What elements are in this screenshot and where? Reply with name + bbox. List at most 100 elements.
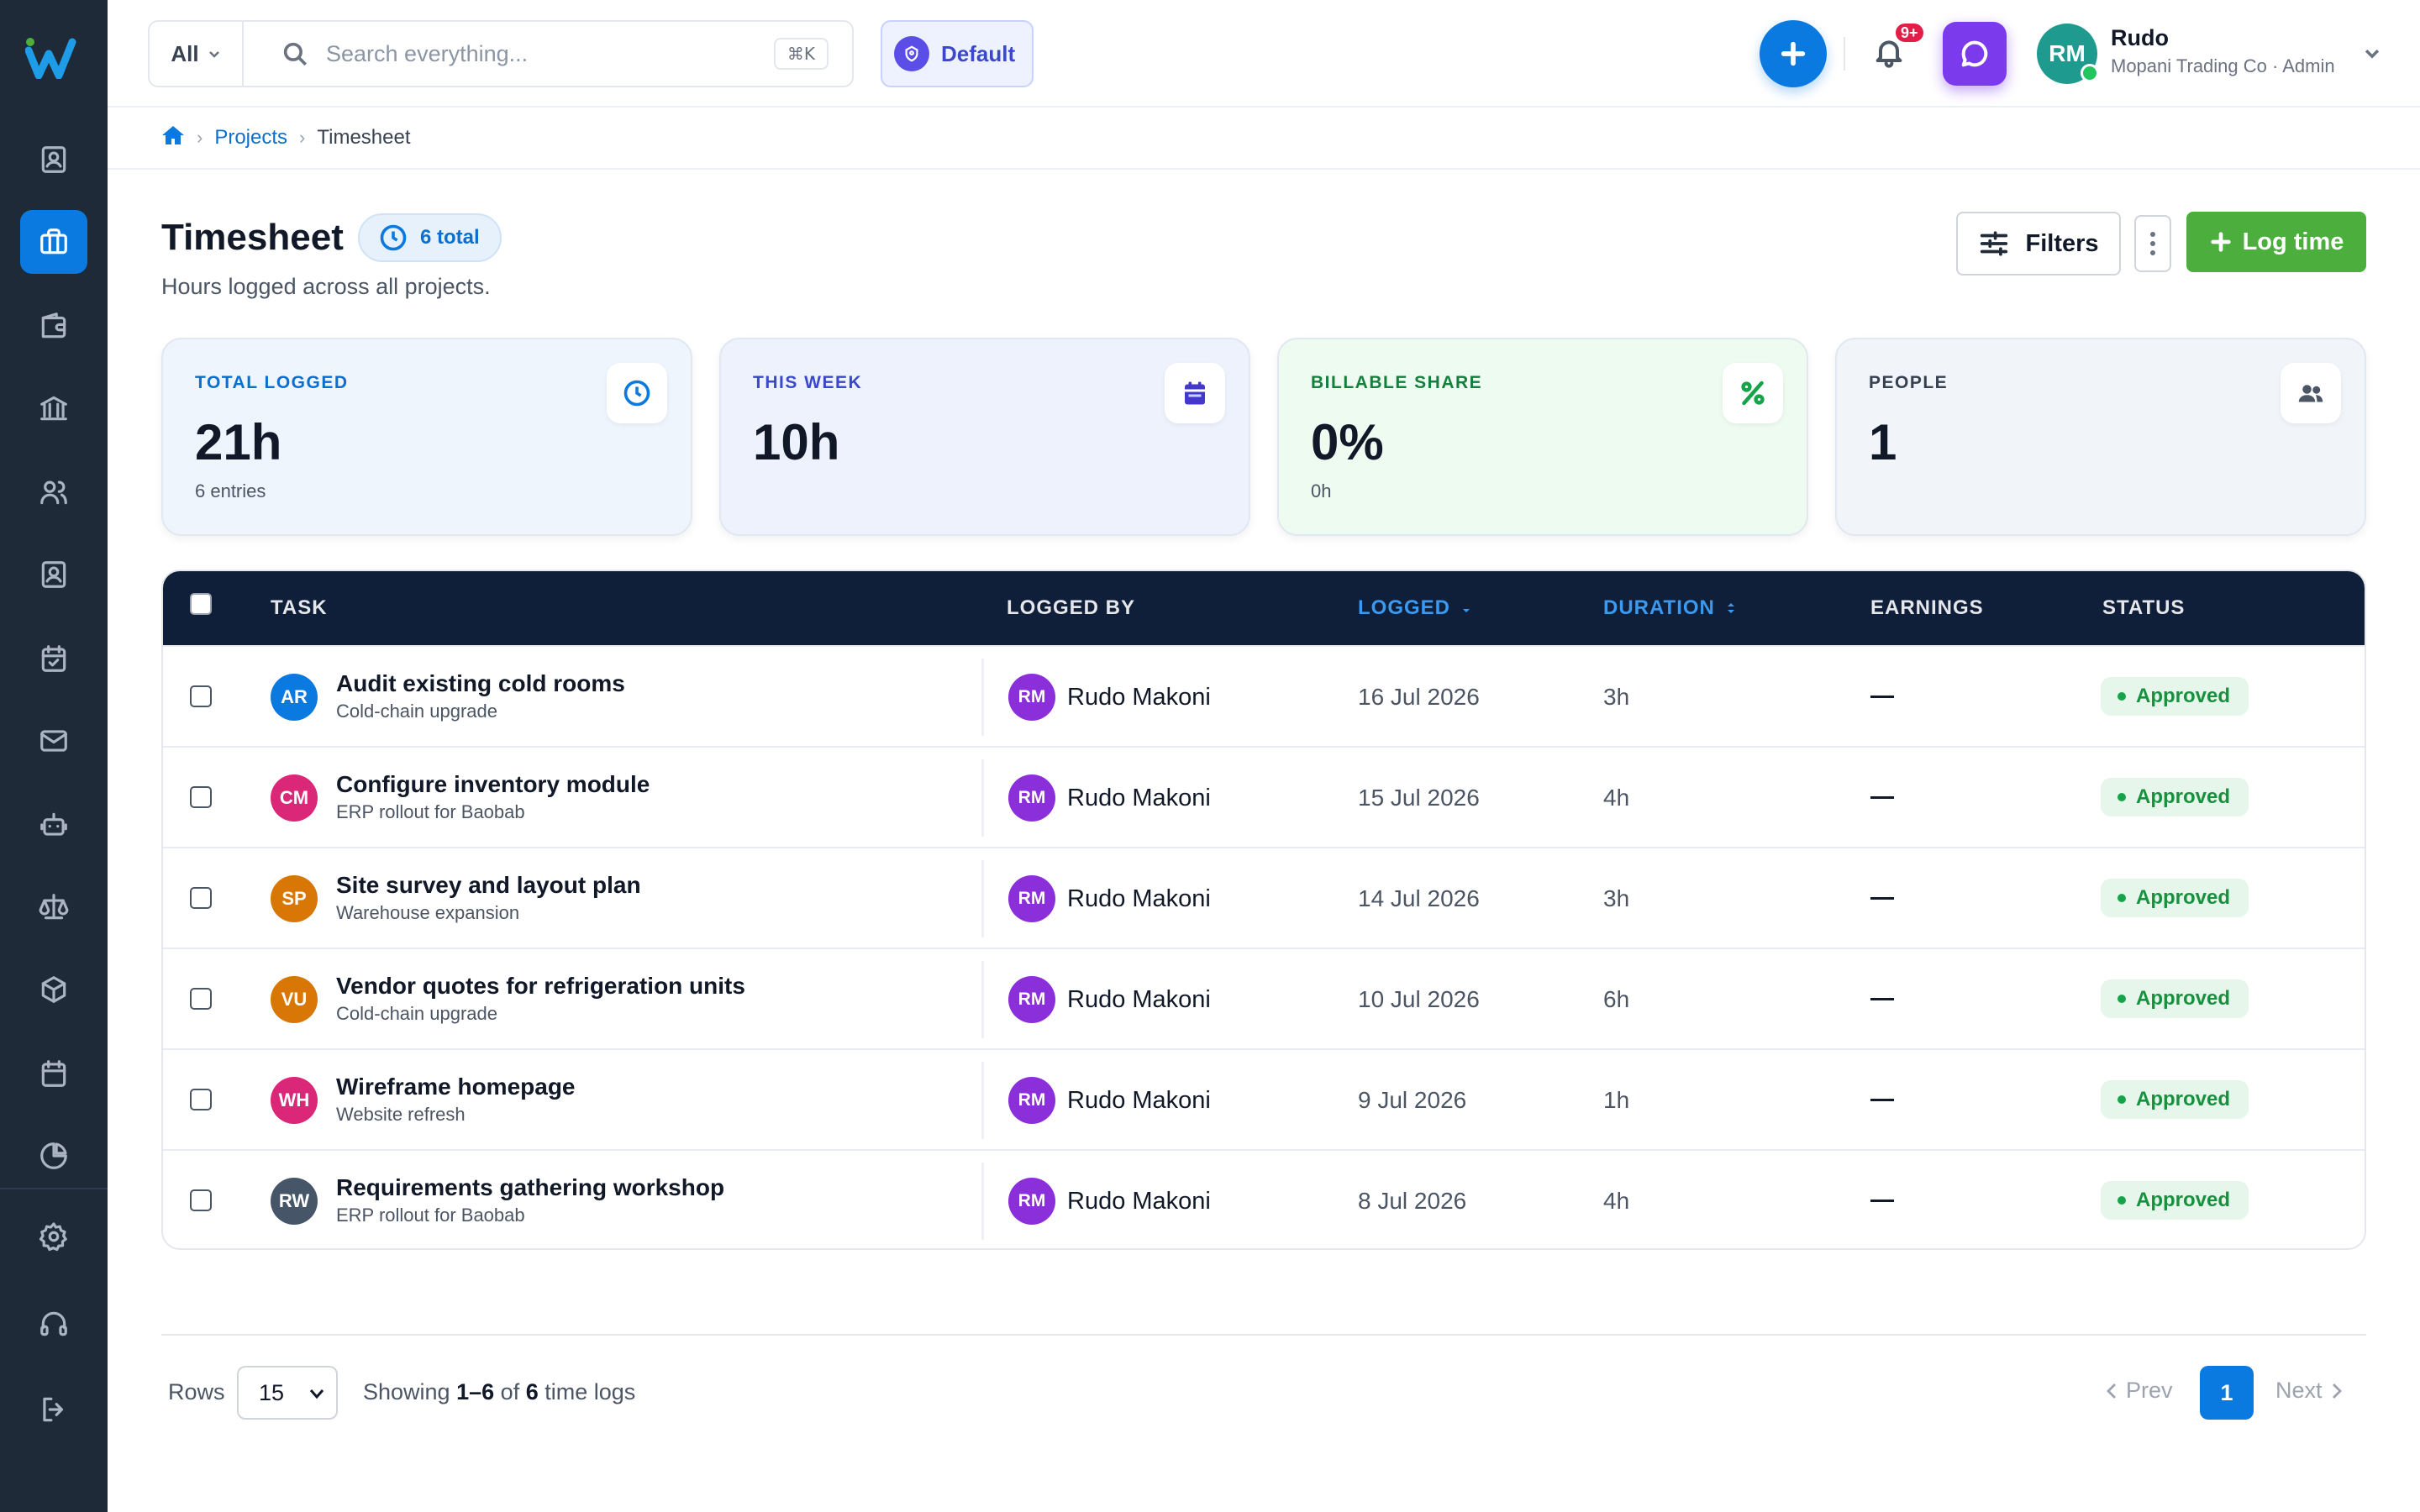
select-all-checkbox[interactable] bbox=[190, 593, 212, 615]
status-label: Approved bbox=[2136, 785, 2231, 808]
column-header-duration[interactable]: DURATION bbox=[1603, 596, 1737, 620]
earnings-empty-dash bbox=[1870, 1099, 1894, 1101]
percent-icon bbox=[1723, 363, 1783, 423]
stat-label: TOTAL LOGGED bbox=[195, 373, 349, 392]
logged-by-name: Rudo Makoni bbox=[1067, 885, 1211, 912]
user-menu-chevron-icon[interactable] bbox=[2363, 44, 2381, 62]
row-checkbox[interactable] bbox=[190, 685, 212, 707]
logged-by-name: Rudo Makoni bbox=[1067, 1087, 1211, 1114]
more-actions-button[interactable] bbox=[2134, 215, 2171, 272]
sidebar-item-support[interactable] bbox=[20, 1292, 87, 1356]
table-row[interactable]: AR Audit existing cold rooms Cold-chain … bbox=[163, 645, 2365, 746]
sidebar-item-settings[interactable] bbox=[20, 1205, 87, 1268]
calendar-icon bbox=[1165, 363, 1225, 423]
sidebar-item-banking[interactable] bbox=[20, 376, 87, 440]
row-checkbox[interactable] bbox=[190, 1189, 212, 1211]
earnings-empty-dash bbox=[1870, 998, 1894, 1000]
sidebar-item-contacts[interactable] bbox=[20, 128, 87, 192]
search-scope-dropdown[interactable]: All bbox=[150, 22, 244, 86]
row-checkbox[interactable] bbox=[190, 786, 212, 808]
search-input[interactable]: Search everything... bbox=[326, 40, 529, 66]
stat-value: 10h bbox=[753, 414, 840, 470]
duration-value: 6h bbox=[1603, 986, 1630, 1012]
column-header-logged[interactable]: LOGGED bbox=[1358, 596, 1472, 620]
home-icon[interactable] bbox=[161, 124, 185, 152]
rows-per-page-select[interactable]: 15 bbox=[237, 1366, 338, 1420]
quick-create-button[interactable] bbox=[1760, 20, 1827, 87]
stat-label: BILLABLE SHARE bbox=[1311, 373, 1483, 392]
logged-by-avatar: RM bbox=[1008, 774, 1055, 822]
column-separator bbox=[981, 1163, 984, 1240]
duration-value: 4h bbox=[1603, 1188, 1630, 1214]
page-subtitle: Hours logged across all projects. bbox=[161, 274, 491, 299]
user-organization: Mopani Trading Co · Admin bbox=[2111, 55, 2335, 76]
row-checkbox[interactable] bbox=[190, 988, 212, 1010]
logout-icon bbox=[43, 1397, 64, 1422]
task-name[interactable]: Audit existing cold rooms bbox=[336, 670, 625, 696]
sidebar-item-reports[interactable] bbox=[20, 1124, 87, 1188]
duration-value: 3h bbox=[1603, 684, 1630, 710]
sidebar-item-calendar[interactable] bbox=[20, 1042, 87, 1105]
task-name[interactable]: Configure inventory module bbox=[336, 771, 650, 797]
sidebar-item-people[interactable] bbox=[20, 460, 87, 524]
duration-value: 1h bbox=[1603, 1087, 1630, 1113]
next-page-button[interactable]: Next bbox=[2275, 1378, 2343, 1404]
sidebar-item-directory[interactable] bbox=[20, 543, 87, 606]
workspace-switcher[interactable]: Default bbox=[881, 20, 1034, 87]
sidebar-item-automation[interactable] bbox=[20, 793, 87, 857]
stat-subtext: 0h bbox=[1311, 480, 1332, 501]
status-dot bbox=[2118, 793, 2126, 801]
filters-button[interactable]: Filters bbox=[1956, 212, 2121, 276]
search-scope-label: All bbox=[171, 40, 199, 66]
table-row[interactable]: CM Configure inventory module ERP rollou… bbox=[163, 746, 2365, 847]
table-row[interactable]: SP Site survey and layout plan Warehouse… bbox=[163, 847, 2365, 948]
status-dot bbox=[2118, 1095, 2126, 1104]
gear-icon bbox=[39, 1222, 67, 1252]
breadcrumb-current: Timesheet bbox=[317, 126, 411, 149]
user-name[interactable]: Rudo bbox=[2111, 25, 2169, 50]
search-shortcut-hint: ⌘K bbox=[773, 38, 829, 70]
rows-per-page-label: Rows bbox=[168, 1379, 225, 1404]
bell-icon bbox=[1876, 40, 1902, 68]
column-separator bbox=[981, 961, 984, 1038]
row-checkbox[interactable] bbox=[190, 1089, 212, 1110]
sidebar-item-inventory[interactable] bbox=[20, 958, 87, 1021]
breadcrumb-projects-link[interactable]: Projects bbox=[214, 126, 288, 149]
sidebar-item-projects[interactable] bbox=[20, 210, 87, 274]
sidebar-item-logout[interactable] bbox=[20, 1378, 87, 1441]
task-name[interactable]: Requirements gathering workshop bbox=[336, 1174, 725, 1200]
task-name[interactable]: Site survey and layout plan bbox=[336, 872, 641, 898]
task-name[interactable]: Wireframe homepage bbox=[336, 1074, 576, 1100]
earnings-empty-dash bbox=[1870, 696, 1894, 698]
task-name[interactable]: Vendor quotes for refrigeration units bbox=[336, 973, 745, 999]
stat-value: 21h bbox=[195, 414, 282, 470]
prev-page-button[interactable]: Prev bbox=[2106, 1378, 2173, 1404]
status-label: Approved bbox=[2136, 987, 2231, 1010]
logged-date: 10 Jul 2026 bbox=[1358, 986, 1480, 1012]
sidebar-item-mail[interactable] bbox=[20, 709, 87, 773]
log-time-button[interactable]: Log time bbox=[2186, 212, 2366, 272]
notifications-button[interactable] bbox=[1872, 34, 1911, 74]
sidebar-item-legal[interactable] bbox=[20, 875, 87, 939]
sidebar-item-wallet[interactable] bbox=[20, 294, 87, 358]
sidebar-item-schedule[interactable] bbox=[20, 627, 87, 690]
row-checkbox[interactable] bbox=[190, 887, 212, 909]
status-label: Approved bbox=[2136, 1088, 2231, 1110]
online-status-dot bbox=[2081, 64, 2099, 82]
chat-button[interactable] bbox=[1943, 22, 2007, 86]
sidebar-divider bbox=[0, 1188, 108, 1189]
logged-date: 15 Jul 2026 bbox=[1358, 785, 1480, 811]
bank-icon bbox=[40, 396, 67, 421]
status-dot bbox=[2118, 1196, 2126, 1205]
app-logo[interactable] bbox=[24, 35, 82, 80]
table-row[interactable]: WH Wireframe homepage Website refresh RM… bbox=[163, 1048, 2365, 1149]
top-bar: All Search everything... ⌘K Default 9+ R… bbox=[108, 0, 2420, 108]
chevron-down-icon bbox=[208, 51, 219, 58]
column-separator bbox=[981, 860, 984, 937]
table-row[interactable]: RW Requirements gathering workshop ERP r… bbox=[163, 1149, 2365, 1248]
table-row[interactable]: VU Vendor quotes for refrigeration units… bbox=[163, 948, 2365, 1048]
page-title: Timesheet bbox=[161, 217, 344, 258]
page-button-current[interactable]: 1 bbox=[2200, 1366, 2254, 1420]
logged-date: 8 Jul 2026 bbox=[1358, 1188, 1467, 1214]
global-search: All Search everything... ⌘K bbox=[148, 20, 854, 87]
